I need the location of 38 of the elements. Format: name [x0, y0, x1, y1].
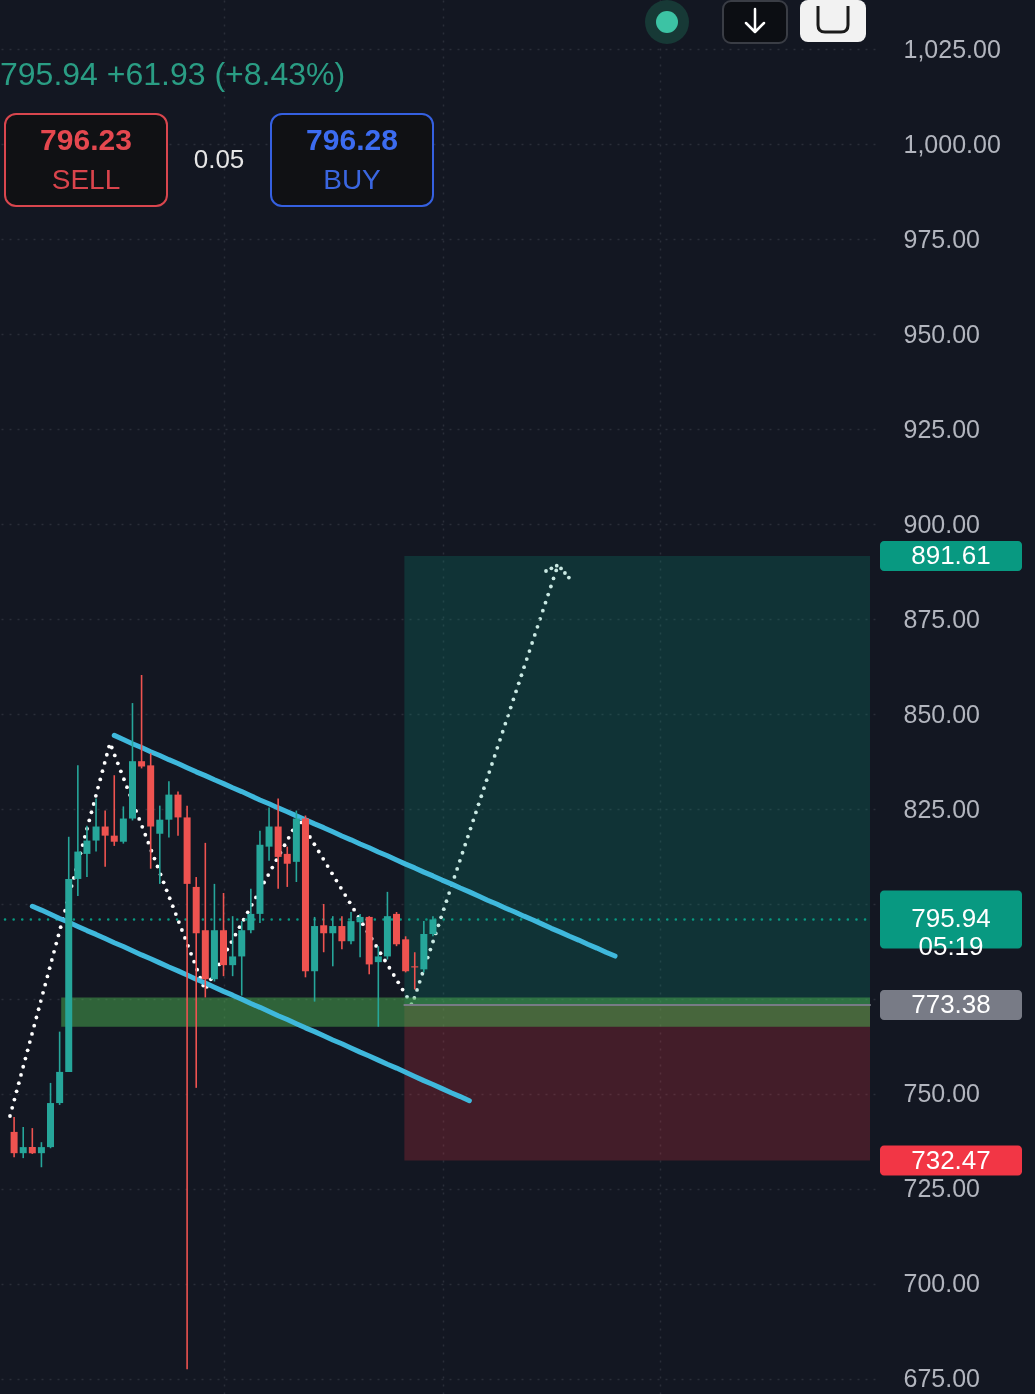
y-tick-label: 675.00 [903, 1364, 980, 1393]
candlestick [329, 915, 337, 968]
candlestick [320, 903, 328, 954]
candlestick [119, 805, 127, 845]
annotation: 796.28 [306, 122, 398, 156]
y-tick-label: 950.00 [903, 319, 980, 348]
annotation: 0.05 [193, 143, 245, 174]
y-tick-label: 975.00 [903, 224, 980, 253]
ref-line-label: 795.94 05:19 [911, 903, 991, 962]
y-tick-label: 1,025.00 [903, 34, 1001, 63]
annotation: BUY [323, 163, 381, 196]
y-tick-label: 825.00 [903, 794, 980, 823]
y-tick-label: 925.00 [903, 414, 980, 443]
y-tick-label: 1,000.00 [903, 129, 1001, 158]
candlestick [347, 911, 355, 946]
annotation: SELL [51, 163, 121, 196]
y-tick-label: 750.00 [903, 1079, 980, 1108]
annotation: 795.94 +61.93 (+8.43%) [0, 56, 346, 93]
candlestick [174, 790, 182, 837]
annotation: 796.23 [40, 122, 132, 156]
candlestick [374, 945, 382, 1028]
y-tick-label: 875.00 [903, 604, 980, 633]
y-tick-label: 725.00 [903, 1174, 980, 1203]
y-tick-label: 900.00 [903, 509, 980, 538]
band-label: 732.47 [911, 1144, 991, 1175]
candlestick [10, 1116, 18, 1159]
candlestick [338, 915, 346, 951]
band-label: 891.61 [911, 540, 991, 571]
candlestick [265, 806, 273, 862]
candlestick [19, 1126, 27, 1159]
candlestick [138, 674, 146, 770]
candlestick [101, 809, 109, 868]
y-tick-label: 700.00 [903, 1269, 980, 1298]
y-tick-label: 850.00 [903, 699, 980, 728]
candlestick [28, 1127, 36, 1155]
candlestick [37, 1141, 45, 1169]
ref-line-label: 773.38 [911, 989, 991, 1020]
candlestick [110, 774, 118, 847]
